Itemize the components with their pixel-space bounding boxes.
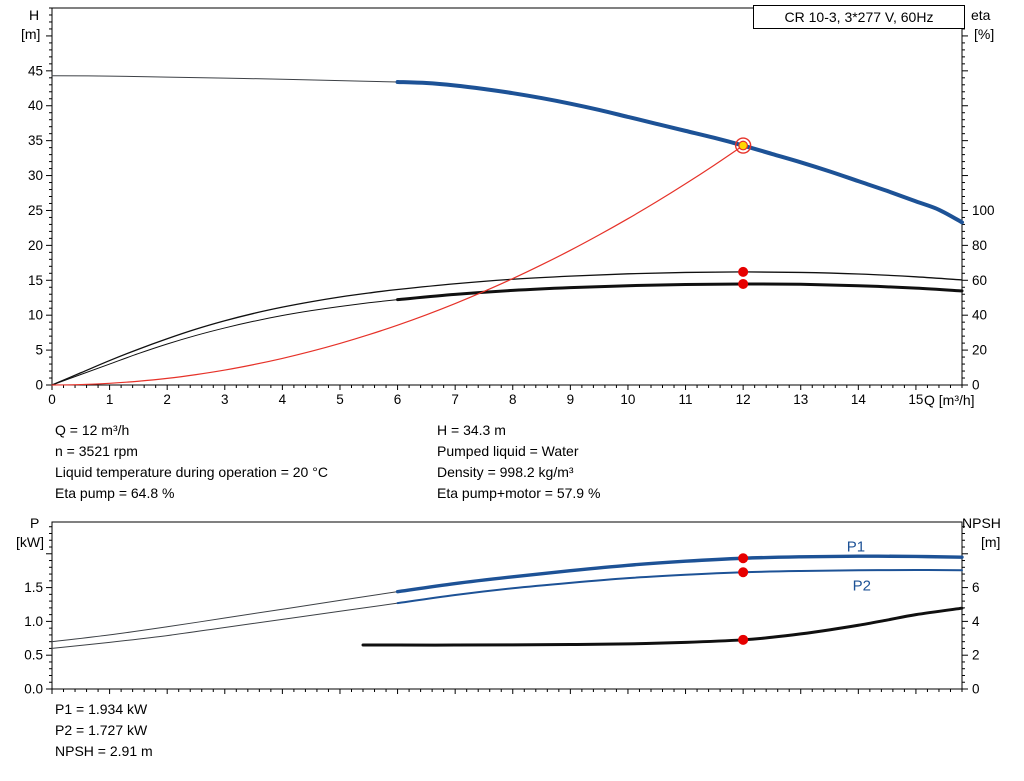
x-tick-label: 8 [509, 392, 517, 407]
x-tick-label: 7 [451, 392, 459, 407]
annotation-temperature: Liquid temperature during operation = 20… [55, 464, 328, 480]
x-tick-label: 1 [106, 392, 114, 407]
x-tick-label: 15 [908, 392, 923, 407]
power-axis-unit: [kW] [16, 534, 44, 550]
npsh-curve [361, 606, 964, 647]
eta-pump-curve [51, 271, 963, 386]
npsh-axis-unit: [m] [981, 534, 1001, 550]
x-tick-label: 5 [336, 392, 344, 407]
y-left-tick-label: 45 [28, 63, 43, 78]
y-left-tick-label: 0 [35, 378, 43, 393]
series-label-p2: P2 [853, 577, 871, 594]
y-right-tick-label: 6 [972, 580, 980, 595]
head-curve [395, 80, 964, 225]
y-right-ticks: 0 20 40 60 80 100 [962, 7, 995, 393]
y-left-tick-label: 30 [28, 168, 43, 183]
y-right-tick-label: 40 [972, 308, 987, 323]
eta-pump-motor-duty-dot [738, 278, 749, 289]
y-left-tick-label: 10 [28, 308, 43, 323]
p1-curve-low-flow [51, 591, 399, 643]
y-right-tick-label: 20 [972, 343, 987, 358]
annotation-p2: P2 = 1.727 kW [55, 722, 148, 738]
annotation-speed: n = 3521 rpm [55, 443, 138, 459]
p2-duty-dot [738, 567, 749, 578]
system-curve [51, 144, 744, 386]
x-tick-label: 10 [620, 392, 635, 407]
y-left-tick-label: 0.0 [24, 682, 43, 697]
x-tick-label: 14 [851, 392, 867, 407]
x-tick-label: 6 [394, 392, 402, 407]
eta-pump-motor-curve-low-flow [51, 299, 399, 386]
pump-model-label: CR 10-3, 3*277 V, 60Hz [753, 5, 965, 29]
annotation-flow: Q = 12 m³/h [55, 422, 130, 438]
x-tick-label: 9 [567, 392, 575, 407]
y-left-tick-label: 5 [35, 343, 43, 358]
x-tick-label: 12 [736, 392, 751, 407]
annotation-eta-pump-motor: Eta pump+motor = 57.9 % [437, 485, 601, 501]
p2-curve-low-flow [51, 602, 399, 649]
annotation-liquid: Pumped liquid = Water [437, 443, 579, 459]
y-right-axis-title: eta [971, 7, 991, 23]
y-left-tick-label: 40 [28, 98, 43, 113]
p2-curve [396, 568, 963, 605]
y-left-tick-label: 1.0 [24, 614, 43, 629]
y-right-tick-label: 0 [972, 682, 980, 697]
y-left-ticks: 0.0 0.5 1.0 1.5 [24, 526, 52, 697]
y-left-tick-label: 20 [28, 238, 43, 253]
duty-point-ring [734, 137, 752, 154]
x-tick-label: 3 [221, 392, 229, 407]
hq-eta-chart: 0 1 2 3 4 5 6 7 8 9 10 11 12 13 14 15051015202530354045… [28, 7, 995, 407]
power-npsh-chart: 0.0 0.5 1.0 1.5 0 2 4 6 P1 P2 [24, 521, 980, 697]
y-right-tick-label: 60 [972, 273, 987, 288]
eta-pump-duty-dot [738, 266, 749, 277]
y-left-tick-label: 15 [28, 273, 43, 288]
y-right-tick-label: 0 [972, 378, 980, 393]
duty-point [738, 140, 749, 151]
y-right-tick-label: 4 [972, 614, 980, 629]
npsh-axis-title: NPSH [962, 515, 1001, 531]
y-left-axis-title: H [29, 7, 40, 23]
y-left-tick-label: 1.5 [24, 580, 43, 595]
x-axis-title: Q [m³/h] [924, 392, 975, 408]
p1-duty-dot [738, 553, 749, 564]
x-tick-label: 2 [163, 392, 171, 407]
annotation-density: Density = 998.2 kg/m³ [437, 464, 574, 480]
power-annotations: P1 = 1.934 kW P2 = 1.727 kW NPSH = 2.91 … [55, 699, 153, 762]
x-axis-ticks: 0 1 2 3 4 5 6 7 8 9 10 11 12 13 14 15 [48, 385, 963, 407]
head-curve-low-flow [51, 75, 427, 84]
duty-annotations-left: Q = 12 m³/h n = 3521 rpm Liquid temperat… [55, 420, 328, 504]
y-right-axis-unit: [%] [974, 26, 995, 42]
y-right-ticks: 0 2 4 6 [962, 526, 980, 697]
y-right-tick-label: 80 [972, 238, 987, 253]
x-tick-label: 11 [679, 392, 693, 407]
x-axis-ticks [51, 689, 963, 694]
y-left-ticks: 0 5 10 15 20 25 30 35 40 45 [28, 7, 52, 393]
npsh-duty-dot [738, 634, 749, 645]
x-tick-label: 13 [793, 392, 808, 407]
annotation-eta-pump: Eta pump = 64.8 % [55, 485, 175, 501]
p1-curve [395, 554, 964, 594]
duty-annotations-right: H = 34.3 m Pumped liquid = Water Density… [437, 420, 600, 504]
y-left-tick-label: 0.5 [24, 648, 43, 663]
series-label-p1: P1 [847, 539, 865, 556]
eta-pump-motor-curve [396, 282, 964, 302]
annotation-p1: P1 = 1.934 kW [55, 701, 148, 717]
power-axis-title: P [30, 515, 40, 531]
x-tick-label: 0 [48, 392, 56, 407]
x-tick-label: 4 [279, 392, 287, 407]
y-right-tick-label: 2 [972, 648, 980, 663]
y-left-tick-label: 35 [28, 133, 43, 148]
y-left-axis-unit: [m] [21, 26, 41, 42]
plot-frame [51, 521, 963, 690]
y-left-tick-label: 25 [28, 203, 43, 218]
annotation-head: H = 34.3 m [437, 422, 506, 438]
plot-frame [51, 7, 963, 386]
annotation-npsh: NPSH = 2.91 m [55, 743, 153, 759]
y-right-tick-label: 100 [972, 203, 995, 218]
